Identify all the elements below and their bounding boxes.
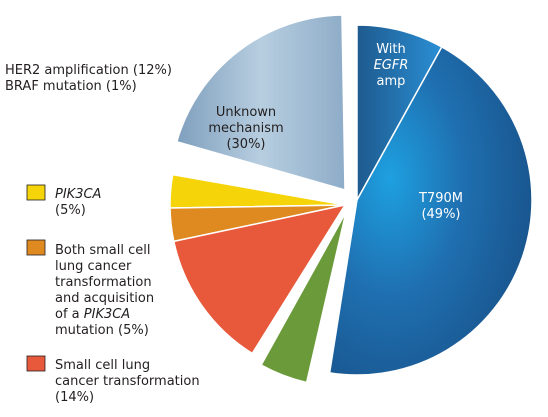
pie-slice-t790m — [328, 45, 533, 376]
pie-slice-met — [260, 211, 347, 384]
pie-slice-unknown — [175, 14, 346, 192]
pie-slice-sclc — [172, 203, 347, 355]
legend-swatch-pik3ca — [26, 184, 46, 201]
annotation-0: HER2 amplification (12%) — [5, 63, 172, 78]
legend-label-pik3ca: PIK3CA (5%) — [55, 187, 101, 218]
pie-slice-egfr — [356, 24, 443, 203]
legend-label-both: Both small cell lung cancer transformation… — [55, 243, 154, 338]
annotation-1: BRAF mutation (1%) — [5, 79, 137, 94]
slice-label-t790m: T790M (49%) — [418, 191, 463, 222]
legend-swatch-sclc — [26, 355, 46, 372]
slice-label-unknown: Unknown mechanism (30%) — [208, 105, 283, 152]
legend-swatch-both — [26, 239, 46, 256]
slice-label-egfr: With EGFR amp — [374, 42, 409, 89]
legend-label-sclc: Small cell lung cancer transformation (14%… — [55, 358, 200, 405]
